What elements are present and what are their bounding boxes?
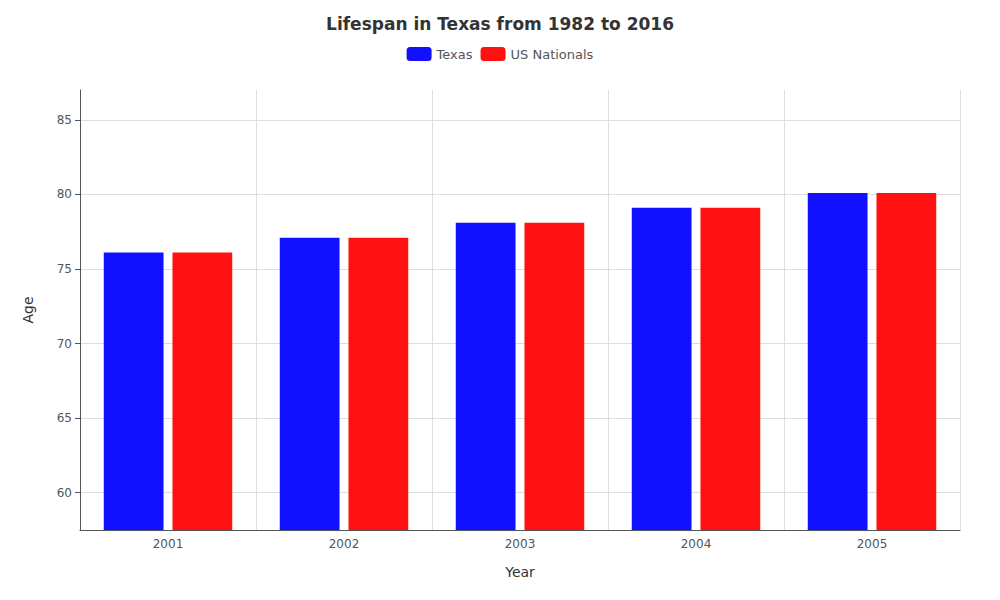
svg-text:2004: 2004: [681, 537, 712, 551]
svg-text:65: 65: [57, 411, 72, 425]
svg-text:80: 80: [57, 187, 72, 201]
svg-text:70: 70: [57, 337, 72, 351]
svg-text:2005: 2005: [857, 537, 888, 551]
svg-text:2001: 2001: [153, 537, 184, 551]
svg-text:Texas: Texas: [436, 47, 473, 62]
svg-text:Lifespan in Texas from 1982 to: Lifespan in Texas from 1982 to 2016: [326, 14, 674, 34]
svg-text:85: 85: [57, 113, 72, 127]
svg-text:75: 75: [57, 262, 72, 276]
svg-text:US Nationals: US Nationals: [511, 47, 594, 62]
svg-text:Age: Age: [20, 296, 36, 323]
svg-text:Year: Year: [504, 564, 535, 580]
svg-text:2002: 2002: [329, 537, 360, 551]
svg-text:2003: 2003: [505, 537, 536, 551]
svg-text:60: 60: [57, 486, 72, 500]
